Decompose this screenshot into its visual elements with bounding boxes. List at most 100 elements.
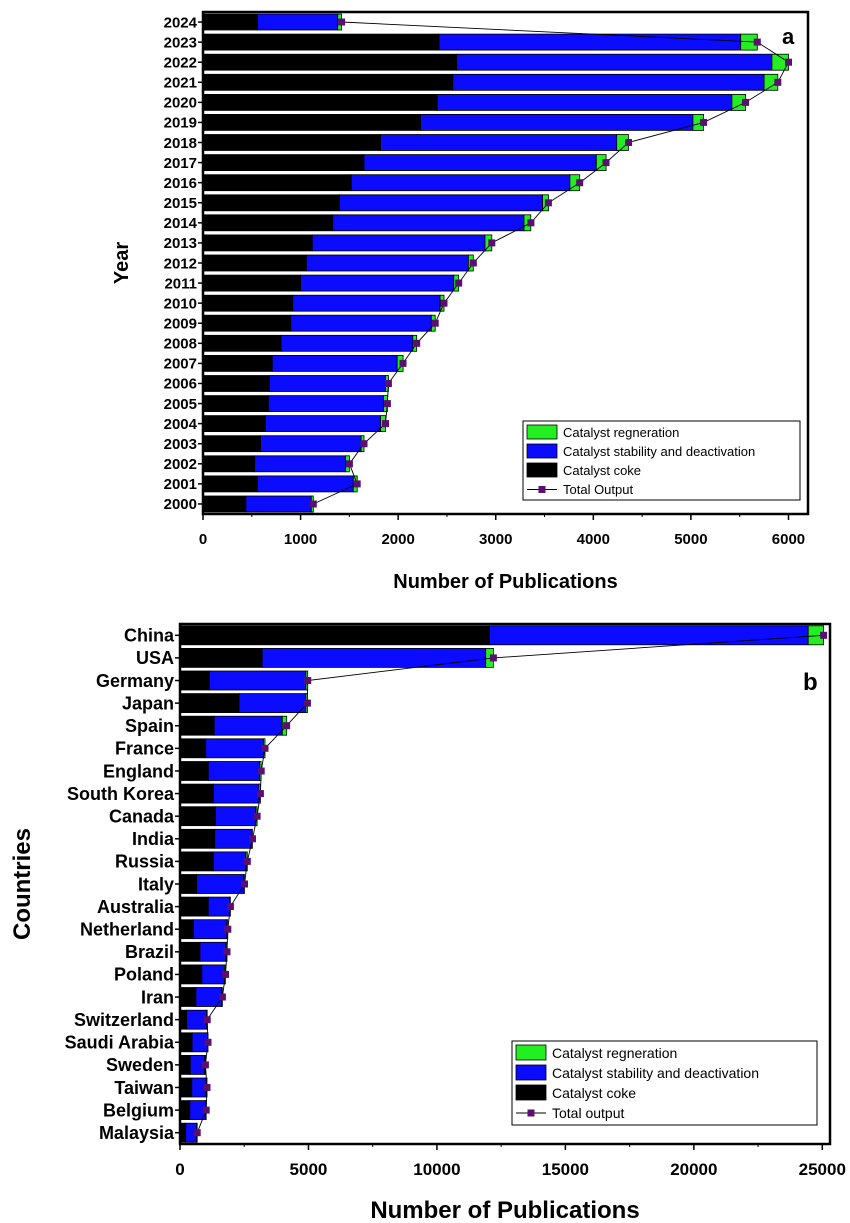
total-output-point-2006 <box>384 380 392 387</box>
panel-letter: a <box>782 24 795 49</box>
bar-stability-2007 <box>271 354 398 372</box>
y-tick-label: India <box>132 829 175 849</box>
bar-stability-2019 <box>420 114 694 131</box>
bar-coke-2019 <box>202 114 422 131</box>
legend-label: Total Output <box>563 482 633 497</box>
bar-coke-usa <box>179 648 263 668</box>
y-tick-label: Poland <box>114 965 174 985</box>
legend-swatch-regeneration <box>515 1044 547 1061</box>
bar-stability-2002 <box>254 455 346 473</box>
bar-coke-belgium <box>179 1100 191 1120</box>
total-output-point-2011 <box>455 279 463 287</box>
bar-coke-2000 <box>202 495 247 513</box>
total-output-point-2020 <box>742 98 749 106</box>
y-tick-label: 2022 <box>164 54 197 71</box>
total-output-point-belgium <box>202 1106 210 1114</box>
y-tick-label: Saudi Arabia <box>65 1033 175 1053</box>
y-tick-label: 2023 <box>164 34 197 51</box>
total-output-point-usa <box>489 654 497 662</box>
bar-stability-2011 <box>300 274 455 292</box>
bar-coke-2013 <box>202 234 313 252</box>
bar-coke-2007 <box>202 354 273 372</box>
bar-coke-china <box>179 625 491 646</box>
bar-stability-brazil <box>199 941 227 962</box>
bar-stability-2016 <box>350 174 571 192</box>
y-tick-label: Belgium <box>103 1100 174 1120</box>
total-output-point-2002 <box>345 460 353 468</box>
bar-stability-italy <box>196 874 244 894</box>
legend-swatch-stability <box>526 443 558 459</box>
total-output-point-iran <box>218 993 226 1001</box>
bar-coke-spain <box>179 715 215 736</box>
total-output-point-2003 <box>360 440 368 448</box>
y-tick-label: Switzerland <box>74 1010 174 1030</box>
y-tick-label: 2001 <box>164 476 197 493</box>
y-tick-label: 2008 <box>164 336 197 353</box>
x-axis-title: Number of Publications <box>393 571 617 593</box>
total-output-point-taiwan <box>203 1084 211 1091</box>
bar-coke-taiwan <box>179 1077 193 1098</box>
total-output-point-japan <box>303 699 311 707</box>
total-output-point-india <box>249 835 256 843</box>
bar-coke-japan <box>179 693 240 713</box>
x-tick-label: 1000 <box>284 531 317 548</box>
y-tick-label: Australia <box>97 897 175 917</box>
bar-stability-germany <box>209 670 307 691</box>
x-tick-label: 5000 <box>290 1160 328 1179</box>
bar-coke-2021 <box>202 73 454 91</box>
bar-stability-2021 <box>452 73 765 91</box>
y-tick-label: Russia <box>115 852 175 872</box>
y-tick-label: France <box>115 739 174 759</box>
bar-stability-2012 <box>305 254 469 272</box>
total-output-point-2024 <box>338 18 346 26</box>
legend-swatch-stability <box>515 1064 547 1081</box>
total-output-point-2009 <box>431 319 439 327</box>
total-output-point-saudi-arabia <box>204 1038 212 1046</box>
total-output-point-south-korea <box>256 790 264 798</box>
y-tick-label: 2015 <box>164 195 197 212</box>
y-tick-label: 2016 <box>164 175 197 192</box>
total-output-point-australia <box>226 903 234 911</box>
y-tick-label: 2024 <box>164 14 198 31</box>
bar-stability-2013 <box>311 234 486 252</box>
y-tick-label: 2012 <box>164 255 197 272</box>
bar-coke-sweden <box>179 1055 191 1075</box>
total-output-point-2016 <box>576 179 584 187</box>
bar-stability-russia <box>212 851 247 872</box>
bar-coke-brazil <box>179 941 201 962</box>
panel-letter: b <box>803 669 818 696</box>
bar-coke-2005 <box>202 395 269 413</box>
bar-stability-2009 <box>290 314 432 332</box>
y-tick-label: Malaysia <box>99 1123 175 1143</box>
total-output-point-2001 <box>353 480 361 488</box>
total-output-point-2018 <box>625 139 632 146</box>
y-tick-label: 2017 <box>164 155 197 172</box>
bar-coke-2001 <box>202 475 258 493</box>
bar-coke-iran <box>179 987 197 1007</box>
bar-stability-2020 <box>436 94 733 111</box>
bar-coke-2014 <box>202 214 334 232</box>
y-tick-label: 2003 <box>164 436 197 453</box>
legend-swatch-regeneration <box>526 424 558 440</box>
bar-stability-2000 <box>245 495 312 513</box>
bar-stability-2022 <box>456 53 773 71</box>
bar-coke-2011 <box>202 274 301 292</box>
total-output-point-china <box>820 631 828 639</box>
bar-coke-2008 <box>202 334 282 352</box>
bar-coke-2018 <box>202 134 382 151</box>
x-tick-label: 4000 <box>577 531 610 548</box>
bar-coke-netherland <box>179 919 194 940</box>
bar-coke-2017 <box>202 154 365 172</box>
bar-coke-2004 <box>202 415 266 433</box>
x-tick-label: 10000 <box>413 1160 460 1179</box>
x-tick-label: 6000 <box>772 531 805 548</box>
y-tick-label: Taiwan <box>114 1078 174 1098</box>
bar-coke-2024 <box>202 13 258 31</box>
bar-stability-2008 <box>280 334 414 352</box>
legend-label: Total output <box>552 1105 624 1121</box>
bar-coke-2012 <box>202 254 307 272</box>
bar-stability-2014 <box>332 214 525 232</box>
total-output-point-england <box>257 767 265 775</box>
total-output-point-germany <box>304 677 312 684</box>
